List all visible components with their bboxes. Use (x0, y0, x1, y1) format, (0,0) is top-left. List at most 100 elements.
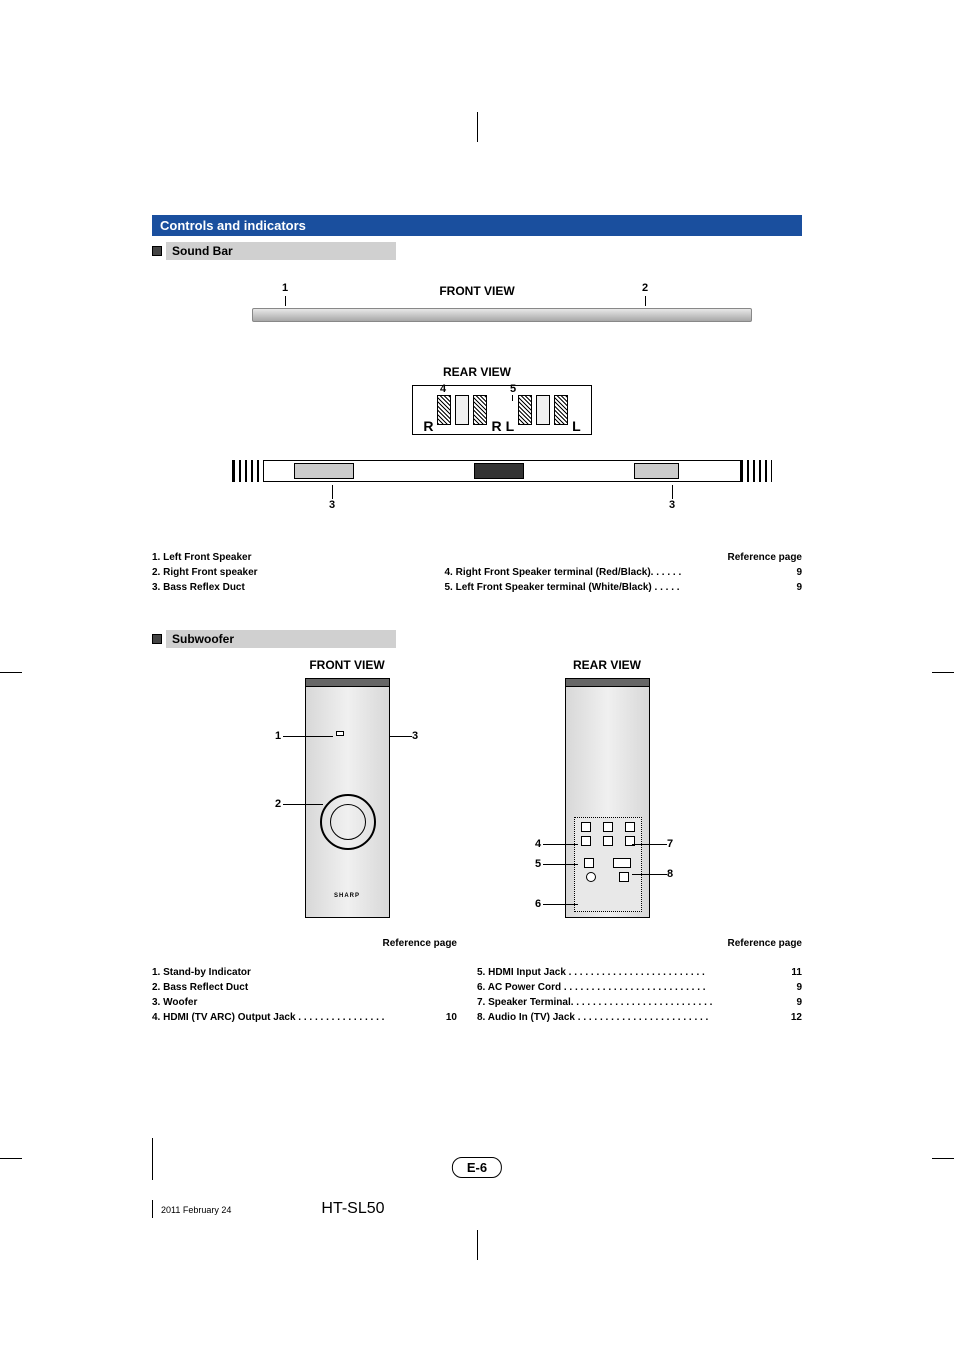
tick (645, 296, 646, 306)
callout-3: 3 (669, 499, 675, 511)
leader (543, 864, 578, 865)
terminal-icon (437, 395, 451, 425)
item-label: 5. Left Front Speaker terminal (White/Bl… (445, 580, 680, 595)
subwoofer-views: FRONT VIEW SHARP 1 2 3 REAR VIEW (152, 658, 802, 918)
sub-rear-title: REAR VIEW (507, 658, 707, 672)
list-item: 3. Bass Reflex Duct (152, 580, 445, 595)
sub-front-title: FRONT VIEW (247, 658, 447, 672)
c5: 5 (535, 858, 541, 870)
crop-mark (477, 112, 478, 142)
page-number: E-6 (452, 1157, 502, 1178)
list-item: 5. Left Front Speaker terminal (White/Bl… (445, 580, 803, 595)
list-item: 6. AC Power Cord . . . . . . . . . . . .… (477, 980, 802, 995)
item-page: 9 (796, 580, 802, 595)
item-page: 9 (796, 565, 802, 580)
callout-1: 1 (282, 282, 288, 294)
item-page: 9 (796, 980, 802, 995)
crop-mark (932, 672, 954, 673)
bullet-icon (152, 246, 162, 256)
port-icon (634, 463, 679, 479)
jack-icon (586, 872, 596, 882)
list-item: 4. HDMI (TV ARC) Output Jack . . . . . .… (152, 1010, 477, 1025)
c6: 6 (535, 898, 541, 910)
item-label: 5. HDMI Input Jack . . . . . . . . . . .… (477, 965, 705, 980)
soundbar-rear-bar (232, 460, 772, 482)
led-icon (336, 731, 344, 736)
c1: 1 (275, 730, 281, 742)
jack-icon (581, 822, 591, 832)
item-label: 4. Right Front Speaker terminal (Red/Bla… (445, 565, 682, 580)
leader (390, 736, 412, 737)
jack-icon (613, 858, 631, 868)
reference-page-label: Reference page (445, 550, 803, 565)
subwoofer-section: FRONT VIEW SHARP 1 2 3 REAR VIEW (152, 658, 802, 1025)
left-list: Reference page 1. Stand-by Indicator 2. … (152, 936, 477, 1025)
list-item: 7. Speaker Terminal. . . . . . . . . . .… (477, 995, 802, 1010)
c4: 4 (535, 838, 541, 850)
soundbar-subsection-header: Sound Bar (152, 242, 802, 260)
leader (543, 844, 578, 845)
crop-mark (477, 1230, 478, 1260)
item-page: 10 (446, 1010, 457, 1025)
footer-date: 2011 February 24 (161, 1205, 231, 1215)
bullet-icon (152, 634, 162, 644)
soundbar-label: Sound Bar (166, 242, 396, 260)
jack-icon (584, 858, 594, 868)
crop-mark (152, 1138, 153, 1180)
leader (283, 736, 333, 737)
list-item: 5. HDMI Input Jack . . . . . . . . . . .… (477, 965, 802, 980)
terminal-icon (518, 395, 532, 425)
terminal-icon (536, 395, 550, 425)
list-item: 2. Bass Reflect Duct (152, 980, 477, 995)
terminal-box: R R L L (412, 385, 592, 435)
sub-top (306, 679, 389, 687)
callout-3: 3 (329, 499, 335, 511)
leader (632, 874, 667, 875)
page-footer: 2011 February 24 HT-SL50 (152, 1200, 802, 1218)
c3: 3 (412, 730, 418, 742)
port-icon (474, 463, 524, 479)
item-label: 8. Audio In (TV) Jack . . . . . . . . . … (477, 1010, 708, 1025)
subwoofer-rear-box (565, 678, 650, 918)
crop-mark (932, 1158, 954, 1159)
item-page: 11 (791, 965, 802, 980)
list-item: 2. Right Front speaker (152, 565, 445, 580)
list-item: 8. Audio In (TV) Jack . . . . . . . . . … (477, 1010, 802, 1025)
jack-icon (625, 822, 635, 832)
item-page: 9 (796, 995, 802, 1010)
c2: 2 (275, 798, 281, 810)
reference-page-label: Reference page (477, 936, 802, 951)
front-view-title: FRONT VIEW (439, 284, 514, 298)
grill-icon (741, 460, 771, 482)
item-label: 6. AC Power Cord . . . . . . . . . . . .… (477, 980, 706, 995)
subwoofer-subsection-header: Subwoofer (152, 630, 802, 648)
list-item: 4. Right Front Speaker terminal (Red/Bla… (445, 565, 803, 580)
tick (285, 296, 286, 306)
tick (672, 485, 673, 499)
brand-logo: SHARP (306, 893, 389, 899)
subwoofer-label: Subwoofer (166, 630, 396, 648)
jack-icon (619, 872, 629, 882)
terminal-icon (554, 395, 568, 425)
rear-view-title: REAR VIEW (152, 365, 802, 379)
list-item: 1. Stand-by Indicator (152, 965, 477, 980)
c7: 7 (667, 838, 673, 850)
terminal-icon (473, 395, 487, 425)
tick (332, 485, 333, 499)
port-icon (294, 463, 354, 479)
crop-mark (0, 672, 22, 673)
sub-top (566, 679, 649, 687)
woofer-icon (320, 794, 376, 850)
crop-mark (0, 1158, 22, 1159)
leader (543, 904, 578, 905)
footer-model: HT-SL50 (321, 1200, 384, 1218)
section-header: Controls and indicators (152, 215, 802, 236)
term-r: R (423, 418, 433, 434)
term-r: R (491, 418, 501, 434)
c8: 8 (667, 868, 673, 880)
rear-diagram: 4 5 R R L L (292, 385, 712, 482)
subwoofer-reference-lists: Reference page 1. Stand-by Indicator 2. … (152, 936, 802, 1025)
rear-panel (574, 817, 642, 912)
left-list: 1. Left Front Speaker 2. Right Front spe… (152, 550, 445, 595)
jack-icon (603, 822, 613, 832)
